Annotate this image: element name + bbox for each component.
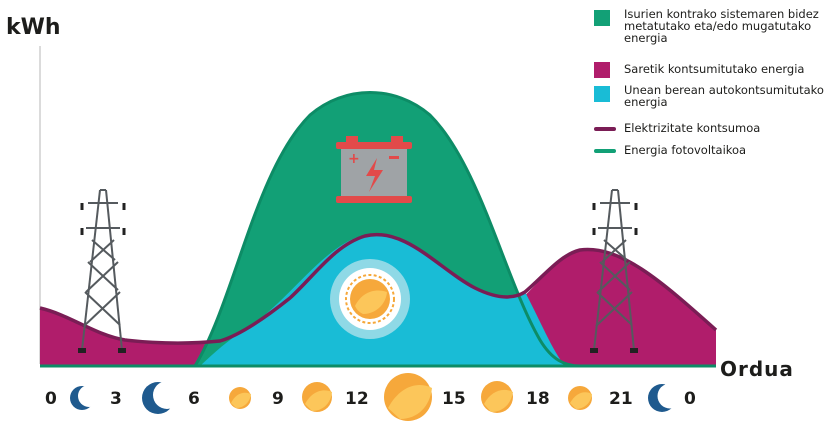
legend-line xyxy=(594,149,616,153)
legend-swatch xyxy=(594,86,610,102)
sun-icon xyxy=(229,387,251,409)
legend-item-grid: Saretik kontsumitutako energia xyxy=(594,60,839,84)
sun-icon xyxy=(330,259,410,339)
legend-label: Saretik kontsumitutako energia xyxy=(624,62,805,76)
legend-swatch xyxy=(594,62,610,78)
sun-icon xyxy=(481,381,513,413)
legend-swatch xyxy=(594,10,610,26)
moon-icon xyxy=(70,385,100,410)
hour-label: 6 xyxy=(188,389,200,409)
battery-icon: + xyxy=(336,136,412,203)
legend-item-consumption: Elektrizitate kontsumoa xyxy=(594,122,839,144)
x-axis-label: Ordua xyxy=(720,357,794,381)
legend-label: Unean berean autokontsumitutako energia xyxy=(624,83,824,109)
hour-label: 18 xyxy=(526,389,550,409)
y-axis-label: kWh xyxy=(6,15,61,40)
legend-item-self-consumption: Unean berean autokontsumitutako energia xyxy=(594,84,839,122)
power-tower-icon xyxy=(78,189,126,353)
power-tower-icon xyxy=(590,189,638,353)
legend-label: Isurien kontrako sistemaren bidez metatu… xyxy=(624,7,819,45)
hour-label: 15 xyxy=(442,389,466,409)
legend-label: Energia fotovoltaikoa xyxy=(624,143,747,157)
hour-label: 0 xyxy=(45,389,57,409)
hour-label: 0 xyxy=(684,389,696,409)
grid-consumption-area-right xyxy=(520,249,716,366)
moon-icon xyxy=(648,383,683,412)
legend-item-pv: Energia fotovoltaikoa xyxy=(594,144,839,166)
svg-text:+: + xyxy=(348,151,360,167)
sun-icon xyxy=(568,386,592,410)
legend-label: Elektrizitate kontsumoa xyxy=(624,121,761,135)
hour-label: 9 xyxy=(272,389,284,409)
sun-icon xyxy=(384,373,432,421)
legend-item-storage: Isurien kontrako sistemaren bidez metatu… xyxy=(594,8,839,60)
legend-line xyxy=(594,127,616,131)
legend: Isurien kontrako sistemaren bidez metatu… xyxy=(594,8,839,166)
hour-label: 3 xyxy=(110,389,122,409)
hour-label: 21 xyxy=(609,389,633,409)
moon-icon xyxy=(142,381,181,414)
sun-icon xyxy=(302,382,332,412)
consumption-line xyxy=(39,232,718,345)
pv-production-line xyxy=(40,91,716,368)
hour-label: 12 xyxy=(345,389,369,409)
